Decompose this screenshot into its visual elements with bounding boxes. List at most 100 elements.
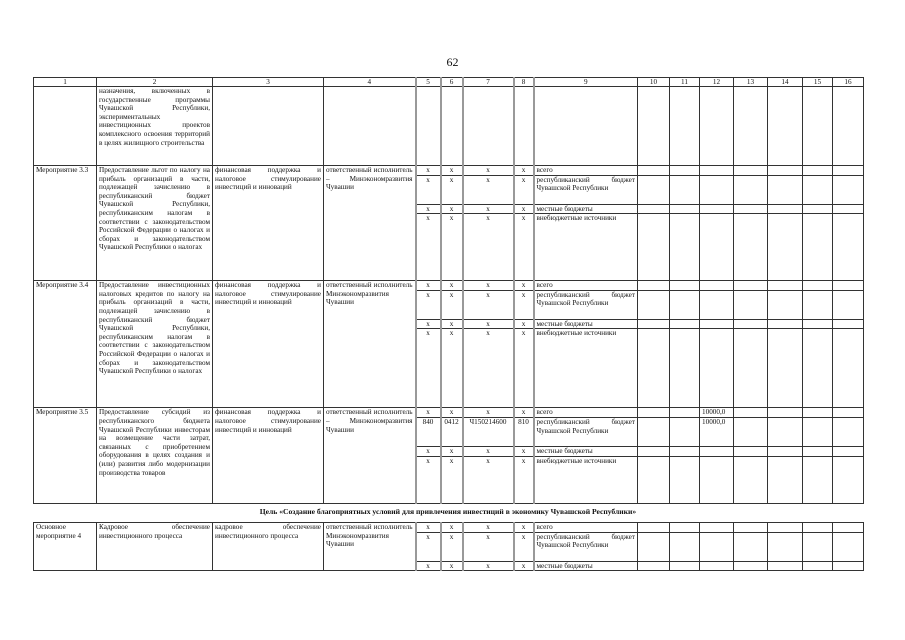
amount-cell	[637, 522, 670, 533]
amount-cell	[767, 455, 803, 504]
table-row: x x x x внебюджетные источники	[34, 213, 864, 282]
amount-cell	[832, 213, 864, 282]
budget-code: x	[461, 531, 515, 562]
budget-code: x	[461, 318, 515, 330]
amount-cell	[733, 455, 768, 504]
budget-code: x	[439, 280, 464, 291]
funding-source: республиканский бюджет Чувашской Республ…	[533, 289, 638, 320]
budget-code: x	[461, 455, 515, 504]
amount-cell	[733, 522, 768, 533]
budget-code: x	[414, 318, 442, 330]
budget-code: x	[414, 560, 442, 572]
table-row: 840 0412 Ч150214600 810 республиканский бюдж…	[34, 416, 864, 447]
budget-code: x	[439, 531, 464, 562]
amount-cell	[699, 213, 734, 282]
amount-cell	[637, 289, 670, 320]
amount-cell	[669, 213, 700, 282]
budget-code: x	[512, 455, 535, 504]
measure-description: Кадровое обеспечение инвестиционного про…	[96, 521, 213, 572]
funding-source: местные бюджеты	[533, 203, 638, 215]
amount-cell	[699, 280, 734, 291]
budget-code: x	[414, 174, 442, 205]
amount-cell	[767, 522, 803, 533]
amount-cell	[699, 289, 734, 320]
budget-code: x	[461, 280, 515, 291]
funding-source: местные бюджеты	[533, 560, 638, 572]
amount-cell	[733, 560, 768, 572]
cell	[637, 86, 670, 166]
budget-code: x	[512, 213, 535, 282]
amount-cell	[832, 416, 864, 447]
amount-cell	[637, 455, 670, 504]
budget-code: x	[512, 407, 535, 418]
budget-code: x	[439, 328, 464, 409]
amount-cell	[699, 318, 734, 330]
budget-code: x	[512, 289, 535, 320]
funding-source: всего	[533, 407, 638, 418]
amount-cell	[767, 407, 803, 418]
amount-cell	[767, 318, 803, 330]
amount-cell	[669, 531, 700, 562]
amount-cell	[767, 289, 803, 320]
budget-code: x	[414, 522, 442, 533]
amount-cell	[832, 318, 864, 330]
table-row: x x x x внебюджетные источники	[34, 328, 864, 409]
amount-cell	[699, 328, 734, 409]
budget-code: x	[512, 522, 535, 533]
budget-code: x	[461, 203, 515, 215]
amount-cell	[802, 455, 833, 504]
budget-code: x	[439, 213, 464, 282]
amount-cell	[637, 531, 670, 562]
budget-code: x	[461, 445, 515, 457]
amount-cell	[832, 174, 864, 205]
table-row: x x x x местные бюджеты	[34, 318, 864, 330]
amount-cell	[699, 203, 734, 215]
budget-code: x	[512, 328, 535, 409]
amount-cell	[767, 213, 803, 282]
measure-description: Предоставление льгот по налогу на прибыл…	[96, 164, 213, 282]
budget-code: x	[439, 407, 464, 418]
amount-cell	[832, 203, 864, 215]
budget-code: x	[461, 174, 515, 205]
amount-cell	[802, 318, 833, 330]
amount-cell	[767, 531, 803, 562]
amount-cell	[802, 328, 833, 409]
budget-code: x	[512, 203, 535, 215]
amount-cell	[767, 416, 803, 447]
continuation-row: назначения, включенных в государственные…	[33, 86, 864, 166]
amount-cell	[767, 165, 803, 176]
table-row: x x x x республиканский бюджет Чувашской Рес…	[34, 289, 864, 320]
measure-description: Предоставление субсидий из республиканск…	[96, 407, 213, 504]
funding-source: всего	[533, 165, 638, 176]
cell	[832, 86, 864, 166]
amount-cell	[832, 522, 864, 533]
budget-code: x	[461, 560, 515, 572]
funding-source: всего	[533, 522, 638, 533]
measure-goal: финансовая поддержка и налоговое стимули…	[212, 407, 324, 504]
measure-goal: кадровое обеспечение инвестиционного про…	[212, 521, 324, 572]
amount-cell	[699, 522, 734, 533]
amount-cell	[637, 560, 670, 572]
table-row: x x x x республиканский бюджет Чувашской Рес…	[34, 531, 864, 562]
table-row: Мероприятие 3.3 Предоставление льгот по н…	[33, 164, 864, 282]
budget-code: x	[414, 407, 442, 418]
budget-code: x	[512, 174, 535, 205]
amount-cell	[669, 318, 700, 330]
amount-cell	[832, 165, 864, 176]
cell	[512, 86, 535, 166]
amount-cell	[669, 455, 700, 504]
amount-cell	[733, 328, 768, 409]
table-row: x x x x республиканский бюджет Чувашской Рес…	[34, 174, 864, 205]
amount-cell	[802, 407, 833, 418]
funding-source: республиканский бюджет Чувашской Республ…	[533, 174, 638, 205]
amount-cell	[802, 445, 833, 457]
amount-cell: 10000,0	[699, 407, 734, 418]
amount-cell	[733, 416, 768, 447]
amount-cell	[802, 531, 833, 562]
cell	[461, 86, 515, 166]
amount-cell	[832, 455, 864, 504]
page-number: 62	[446, 55, 459, 69]
budget-code: Ч150214600	[461, 416, 515, 447]
budget-code: x	[439, 203, 464, 215]
funding-source: местные бюджеты	[533, 318, 638, 330]
